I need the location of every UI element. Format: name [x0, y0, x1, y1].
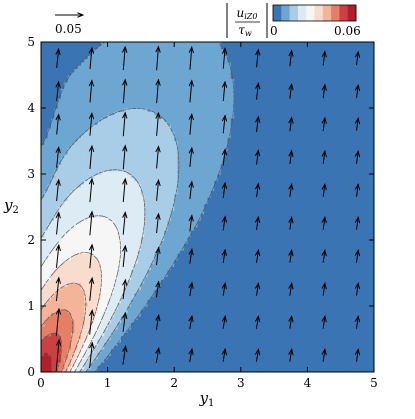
- colorbar-swatch-8: [339, 5, 348, 21]
- y-tick-label-5: 5: [27, 35, 35, 49]
- y-tick-label-0: 0: [27, 365, 35, 379]
- colorbar-swatch-4: [306, 5, 315, 21]
- reference-vector-key: 0.05: [55, 13, 83, 36]
- x-tick-label-1: 1: [104, 376, 112, 390]
- reference-vector-label: 0.05: [55, 22, 82, 36]
- colorbar-label-numerator: uiZ0: [237, 6, 258, 21]
- plot-area: [41, 42, 375, 373]
- x-tick-label-0: 0: [37, 376, 45, 390]
- colorbar-swatch-5: [315, 5, 324, 21]
- x-tick-label-4: 4: [304, 376, 312, 390]
- colorbar-swatch-7: [331, 5, 340, 21]
- colorbar-tick-max: 0.06: [334, 24, 361, 38]
- colorbar-swatch-0: [273, 5, 282, 21]
- colorbar-swatch-2: [290, 5, 299, 21]
- y-tick-label-4: 4: [27, 101, 35, 115]
- reference-arrow: [55, 13, 83, 17]
- reference-arrow-glyph: [55, 13, 83, 17]
- colorbar-label-denominator: τw: [238, 23, 252, 38]
- colorbar: uiZ0 τw 0 0.06: [227, 3, 361, 38]
- colorbar-swatch-6: [323, 5, 332, 21]
- x-tick-label-2: 2: [170, 376, 178, 390]
- y-tick-label-1: 1: [27, 299, 35, 313]
- colorbar-strip: [273, 5, 356, 21]
- colorbar-tick-min: 0: [270, 24, 278, 38]
- y-axis-label: y2: [3, 196, 19, 216]
- x-tick-label-5: 5: [370, 376, 378, 390]
- x-tick-label-3: 3: [237, 376, 245, 390]
- y-tick-label-2: 2: [27, 233, 35, 247]
- colorbar-swatch-9: [348, 5, 357, 21]
- colorbar-swatch-1: [281, 5, 290, 21]
- x-axis-label: y1: [199, 389, 215, 409]
- y-tick-label-3: 3: [27, 167, 35, 181]
- colorbar-swatch-3: [298, 5, 307, 21]
